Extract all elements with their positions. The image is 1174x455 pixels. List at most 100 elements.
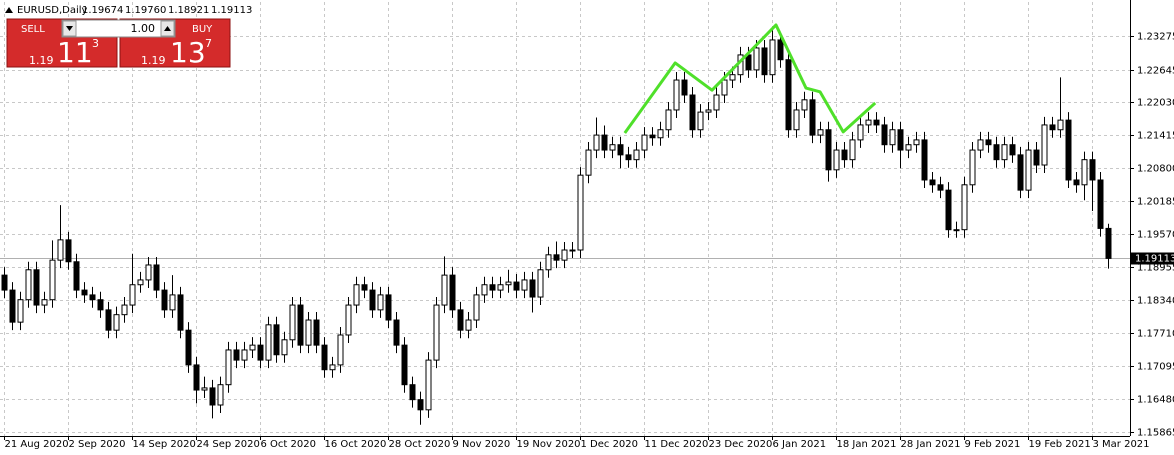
x-tick-label: 9 Nov 2020 [453, 439, 511, 450]
candle-body [937, 184, 944, 191]
candle-body [161, 289, 168, 311]
candle-body [729, 74, 736, 81]
candle-body [1025, 149, 1032, 191]
candle-body [665, 109, 672, 131]
candle-body [913, 139, 920, 146]
candle-body [153, 264, 160, 291]
candle-body [225, 349, 232, 386]
candle-body [889, 129, 896, 146]
candle-body [401, 344, 408, 386]
x-tick-label: 21 Aug 2020 [5, 439, 69, 450]
y-tick-label: 1.21415 [1137, 131, 1174, 142]
trade-panel: SELL BUY 1.00 1.19 11 3 1.19 13 7 [6, 18, 231, 69]
candle-body [977, 139, 984, 151]
x-tick-label: 11 Dec 2020 [645, 439, 709, 450]
candle-body [201, 387, 208, 391]
candle-body [633, 149, 640, 161]
candle-body [857, 124, 864, 141]
candle-body [417, 399, 424, 411]
x-tick-label: 14 Sep 2020 [133, 439, 196, 450]
candle-body [489, 284, 496, 291]
y-tick-label: 1.17095 [1137, 362, 1174, 373]
y-tick-label: 1.20185 [1137, 197, 1174, 208]
buy-prefix: 1.19 [141, 54, 166, 67]
header-low: 1.18921 [168, 5, 209, 16]
y-tick-label: 1.20800 [1137, 164, 1174, 175]
candle-body [9, 289, 16, 323]
candle-body [801, 99, 808, 111]
candle-body [577, 174, 584, 251]
candle-body [49, 259, 56, 301]
candle-body [521, 279, 528, 291]
candle-body [369, 289, 376, 311]
candle-body [1033, 149, 1040, 166]
axes: 1.23275 1.22645 1.22030 1.21415 1.20800 1.201… [4, 32, 1174, 450]
candle-body [481, 284, 488, 296]
candle-body [25, 269, 32, 301]
sell-big: 11 [57, 36, 93, 69]
candle-body [497, 284, 504, 291]
candle-body [457, 309, 464, 331]
current-price-tag [1131, 252, 1174, 265]
candle-body [865, 119, 872, 126]
up-arrow [164, 26, 171, 31]
candle-body [273, 324, 280, 356]
x-tick-label: 9 Feb 2021 [965, 439, 1021, 450]
x-tick-label: 28 Jan 2021 [901, 439, 961, 450]
x-tick-label: 19 Nov 2020 [517, 439, 581, 450]
candle-body [313, 319, 320, 346]
y-tick-label: 1.19570 [1137, 230, 1174, 241]
candle-body [993, 144, 1000, 161]
candle-body [873, 119, 880, 126]
x-tick-label: 6 Jan 2021 [773, 439, 827, 450]
candle-body [745, 54, 752, 71]
candle-body [377, 294, 384, 311]
candle-body [513, 281, 520, 291]
candle-body [601, 134, 608, 151]
lot-input[interactable] [61, 19, 176, 38]
candle-body [593, 134, 600, 151]
sell-small: 3 [92, 37, 99, 50]
candle-body [697, 111, 704, 131]
candle-body [545, 254, 552, 271]
candle-body [529, 279, 536, 298]
x-tick-label: 2 Sep 2020 [69, 439, 126, 450]
candle-body [585, 149, 592, 176]
candle-body [241, 349, 248, 361]
candle-body [121, 304, 128, 316]
candle-body [441, 274, 448, 306]
candle-body [321, 344, 328, 371]
candle-body [881, 124, 888, 146]
candle-body [921, 139, 928, 181]
candle-body [1081, 159, 1088, 186]
candle-body [1097, 179, 1104, 229]
candle-body [1073, 179, 1080, 186]
candle-body [809, 99, 816, 136]
collapse-icon[interactable] [5, 7, 13, 13]
candle-body [329, 364, 336, 371]
candle-body [537, 269, 544, 298]
candle-body [641, 134, 648, 151]
x-tick-label: 19 Feb 2021 [1029, 439, 1091, 450]
candle-body [289, 304, 296, 341]
candle-body [1009, 144, 1016, 156]
candle-body [945, 189, 952, 231]
candle-body [113, 314, 120, 331]
candle-body [393, 319, 400, 346]
y-tick-label: 1.16480 [1137, 395, 1174, 406]
candle-body [777, 39, 784, 61]
candle-body [1105, 227, 1112, 259]
candle-body [1057, 119, 1064, 131]
candle-body [1, 274, 8, 291]
lot-value: 1.00 [131, 22, 156, 35]
x-tick-label: 28 Oct 2020 [389, 439, 451, 450]
candle-body [561, 249, 568, 261]
candle-body [177, 294, 184, 331]
y-tick-label: 1.22645 [1137, 66, 1174, 77]
candle-body [185, 329, 192, 366]
y-tick-label: 1.22030 [1137, 98, 1174, 109]
candle-body [249, 344, 256, 351]
candle-body [505, 281, 512, 286]
candle-body [297, 304, 304, 346]
candle-body [409, 384, 416, 401]
